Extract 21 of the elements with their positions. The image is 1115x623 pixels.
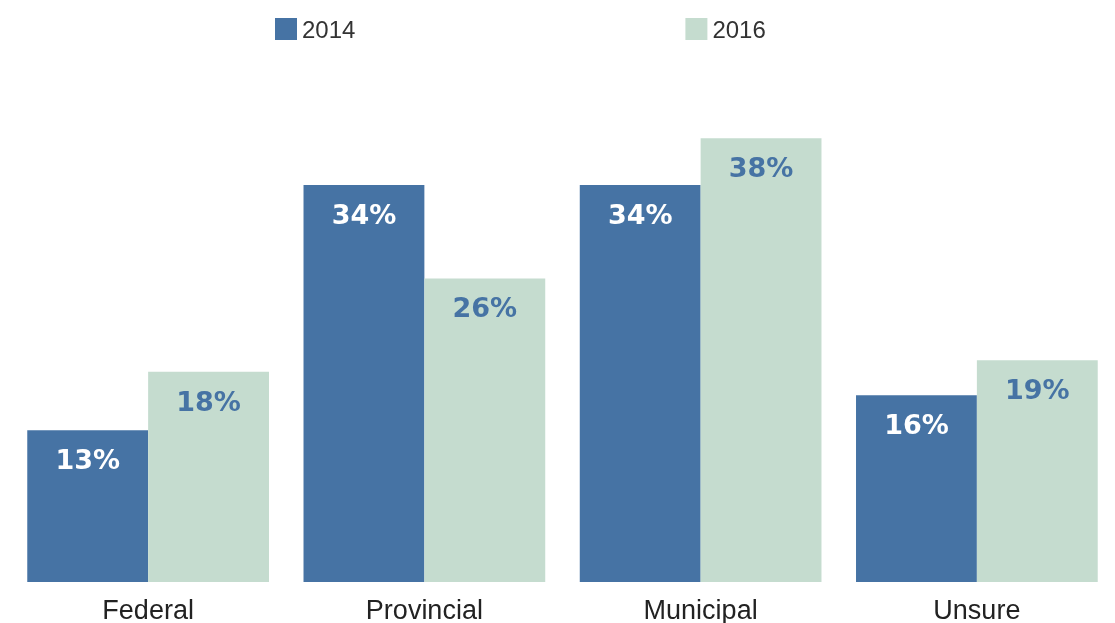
bar [579,185,701,582]
data-label: 13% [55,444,121,476]
data-label: 34% [331,199,397,231]
bar [148,371,269,582]
x-tick-label: Federal [102,594,194,623]
data-label: 16% [884,409,949,441]
bar [700,138,822,582]
legend-label: 2014 [302,15,356,43]
legend-label: 2016 [712,15,766,43]
x-tick-label: Unsure [933,594,1021,623]
data-label: 18% [176,385,241,417]
bar [976,360,1098,582]
bar [856,395,977,582]
data-label: 19% [1004,374,1070,406]
x-tick-label: Provincial [365,594,483,623]
data-label: 26% [452,292,518,324]
data-label: 38% [728,152,794,184]
bar [303,185,425,582]
bar [27,430,149,582]
data-label: 34% [607,199,673,231]
bar [424,278,546,582]
